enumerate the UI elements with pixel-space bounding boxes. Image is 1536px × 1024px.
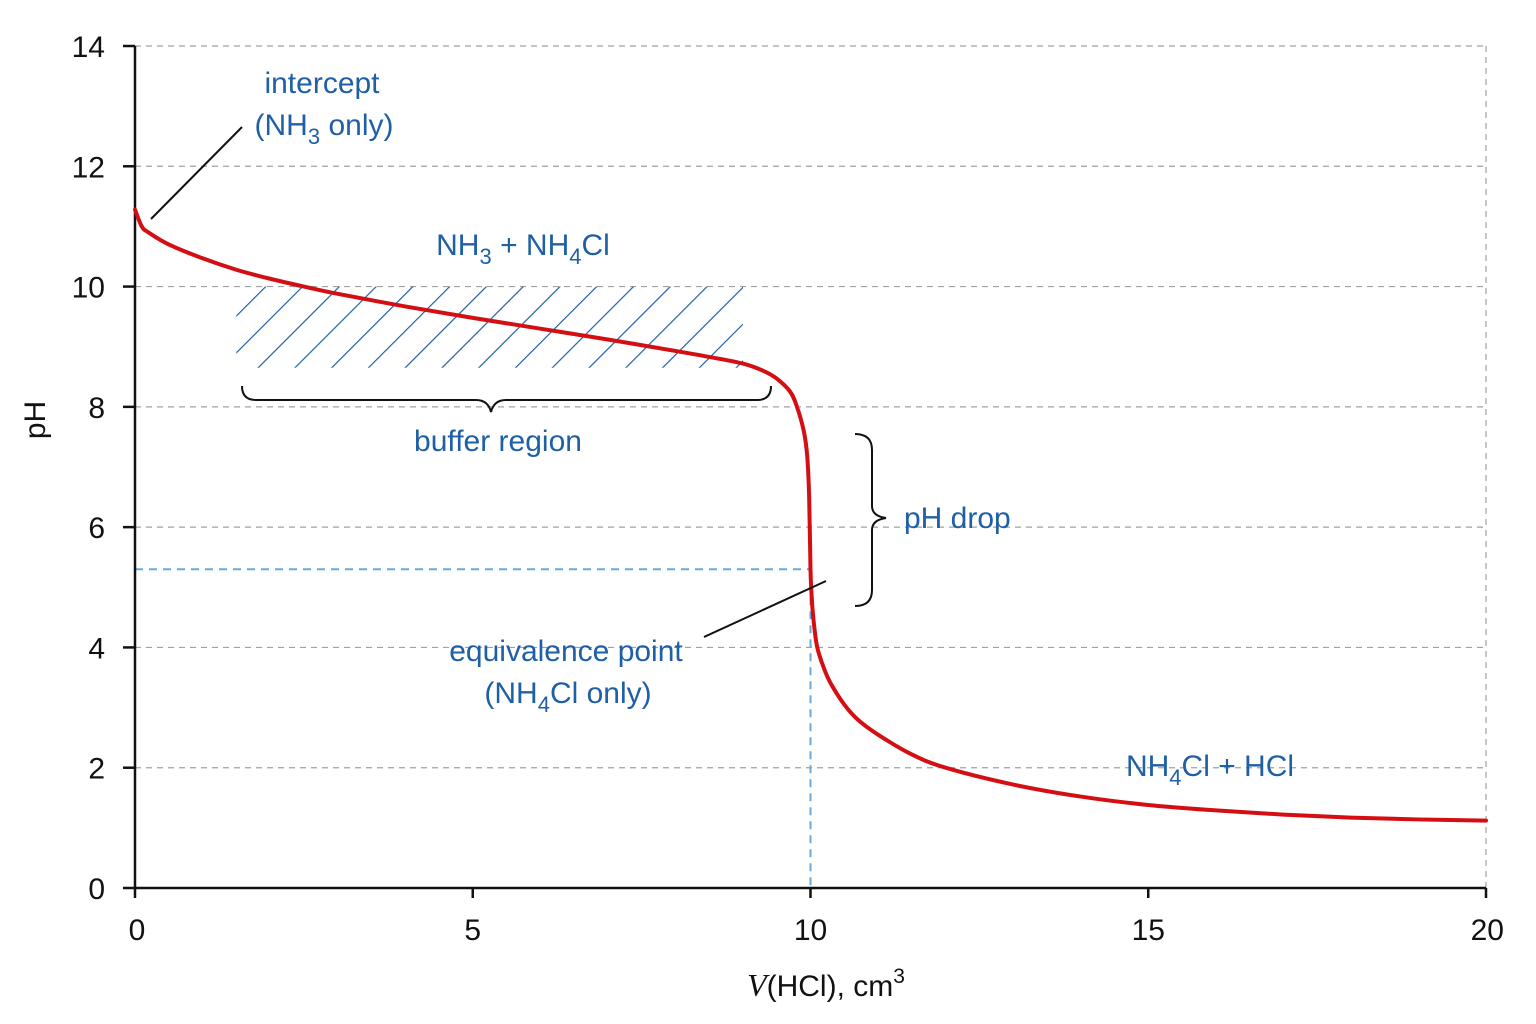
y-tick-label: 14 [72, 31, 105, 64]
x-tick-label: 5 [464, 914, 481, 947]
x-axis-title: V(HCl), cm3 [747, 965, 905, 1003]
excess-acid-label: NH4Cl + HCl [1126, 750, 1294, 790]
y-tick-label: 8 [88, 392, 105, 425]
intercept-label-line2: (NH3 only) [255, 109, 394, 149]
buffer-region-brace [241, 385, 772, 413]
intercept-leader-line [150, 126, 243, 220]
y-tick-label: 6 [88, 512, 105, 545]
y-axis-title: pH [19, 401, 52, 439]
buffer-region-hatch [236, 286, 743, 368]
x-ticks: 0 5 10 15 20 [129, 888, 1504, 947]
y-tick-label: 2 [88, 753, 105, 786]
equivalence-leader-line [703, 580, 827, 638]
ph-drop-label: pH drop [904, 502, 1011, 535]
x-tick-label: 10 [794, 914, 827, 947]
x-tick-label: 20 [1471, 914, 1504, 947]
y-tick-label: 10 [72, 272, 105, 305]
y-tick-label: 0 [88, 873, 105, 906]
equivalence-label-line1: equivalence point [449, 635, 683, 668]
x-tick-label: 15 [1132, 914, 1165, 947]
y-ticks: 0 2 4 6 8 10 12 14 [72, 31, 135, 906]
ph-drop-brace [854, 433, 887, 607]
y-tick-label: 4 [88, 632, 105, 665]
x-tick-label: 0 [129, 914, 146, 947]
equivalence-label-line2: (NH4Cl only) [484, 677, 651, 717]
intercept-label-line1: intercept [264, 67, 380, 100]
y-tick-label: 12 [72, 151, 105, 184]
buffer-mixture-label: NH3 + NH4Cl [436, 229, 610, 269]
buffer-region-label: buffer region [414, 425, 582, 458]
titration-curve [133, 207, 1488, 823]
